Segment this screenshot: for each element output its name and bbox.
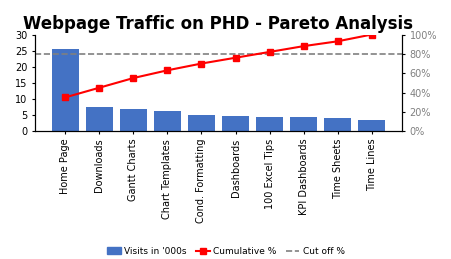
Bar [289,117,317,131]
Title: Webpage Traffic on PHD - Pareto Analysis: Webpage Traffic on PHD - Pareto Analysis [23,15,413,33]
Bar [221,116,249,131]
Bar [188,115,215,131]
Bar [255,117,282,131]
Bar [120,109,147,131]
Bar [86,107,113,131]
Bar [323,118,350,131]
Bar [357,120,384,131]
Legend: Visits in '000s, Cumulative %, Cut off %: Visits in '000s, Cumulative %, Cut off % [103,243,348,259]
Bar [52,49,79,131]
Bar [153,111,181,131]
